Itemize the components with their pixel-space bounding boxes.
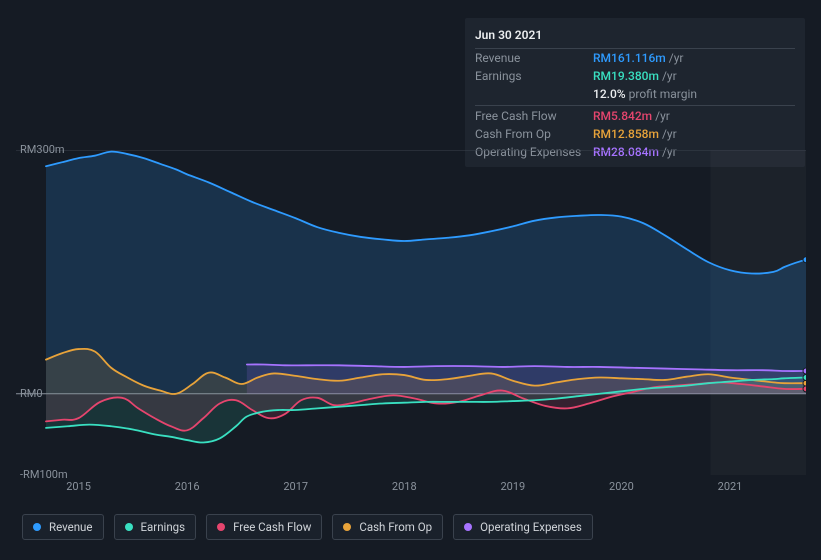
tooltip-row-value: RM12.858m <box>593 127 659 141</box>
tooltip-row-label: Free Cash Flow <box>475 109 593 123</box>
tooltip-row-suffix: /yr <box>662 127 677 141</box>
y-axis-label: RM0 <box>20 387 43 400</box>
tooltip-row-value: RM19.380m <box>593 69 659 83</box>
legend-label: Free Cash Flow <box>233 520 311 534</box>
tooltip-row-label: Earnings <box>475 69 593 83</box>
chart-plot-area: RM300mRM0-RM100m <box>16 150 806 490</box>
x-axis-label: 2017 <box>283 480 308 493</box>
tooltip-row-value: 12.0% <box>593 87 626 101</box>
chart-svg <box>16 150 806 490</box>
tooltip-row-label: Revenue <box>475 51 593 65</box>
x-axis-label: 2020 <box>609 480 634 493</box>
x-axis-label: 2016 <box>175 480 200 493</box>
tooltip-row-suffix: /yr <box>655 109 670 123</box>
legend-dot-icon <box>464 523 472 531</box>
tooltip-row: Cash From OpRM12.858m/yr <box>475 125 795 143</box>
hover-tooltip: Jun 30 2021 RevenueRM161.116m/yrEarnings… <box>465 18 805 167</box>
tooltip-row: EarningsRM19.380m/yr <box>475 67 795 85</box>
legend-item[interactable]: Free Cash Flow <box>206 514 322 540</box>
tooltip-row: 12.0%profit margin <box>475 85 795 103</box>
tooltip-row-value: RM5.842m <box>593 109 652 123</box>
x-axis-label: 2019 <box>500 480 525 493</box>
legend-label: Earnings <box>141 520 186 534</box>
legend-item[interactable]: Revenue <box>22 514 104 540</box>
legend-item[interactable]: Earnings <box>114 514 197 540</box>
legend-dot-icon <box>125 523 133 531</box>
tooltip-row-suffix: /yr <box>662 69 677 83</box>
tooltip-row-suffix: /yr <box>669 51 684 65</box>
x-axis-label: 2018 <box>392 480 417 493</box>
y-axis-label: RM300m <box>20 143 65 156</box>
legend-item[interactable]: Operating Expenses <box>453 514 593 540</box>
legend-label: Cash From Op <box>359 520 432 534</box>
tooltip-date: Jun 30 2021 <box>475 24 795 49</box>
x-axis: 2015 2016 2017 2018 2019 2020 2021 <box>16 480 806 500</box>
chart-legend: Revenue Earnings Free Cash Flow Cash From O… <box>22 514 593 540</box>
tooltip-row: RevenueRM161.116m/yr <box>475 49 795 67</box>
legend-item[interactable]: Cash From Op <box>332 514 443 540</box>
legend-label: Revenue <box>49 520 93 534</box>
tooltip-row-label: Cash From Op <box>475 127 593 141</box>
x-axis-label: 2015 <box>66 480 91 493</box>
legend-label: Operating Expenses <box>480 520 582 534</box>
tooltip-row-value: RM161.116m <box>593 51 666 65</box>
legend-dot-icon <box>33 523 41 531</box>
legend-dot-icon <box>343 523 351 531</box>
x-axis-label: 2021 <box>718 480 743 493</box>
legend-dot-icon <box>217 523 225 531</box>
tooltip-row-suffix: profit margin <box>629 87 697 101</box>
tooltip-row: Free Cash FlowRM5.842m/yr <box>475 107 795 125</box>
